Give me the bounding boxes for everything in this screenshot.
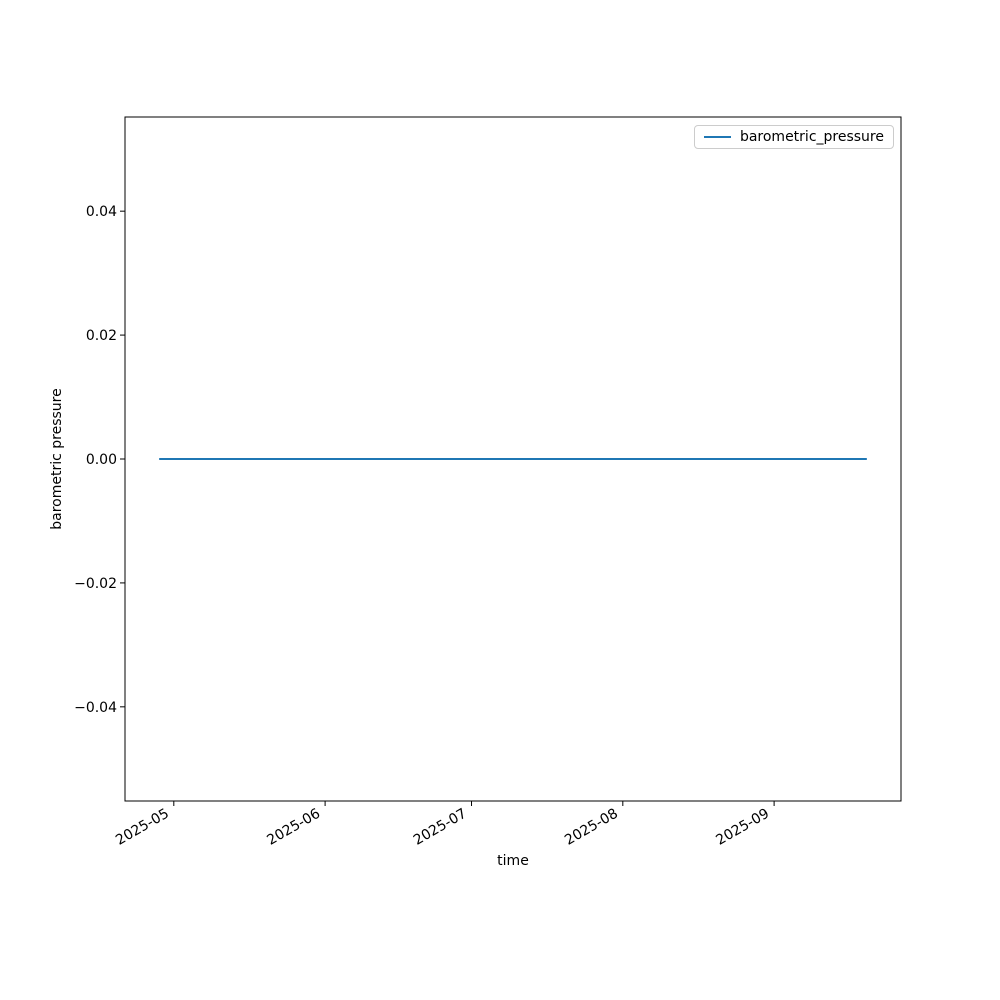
y-tick-label: −0.04 [74, 700, 117, 716]
x-tick-label: 2025-05 [113, 806, 172, 849]
legend-line-swatch [703, 136, 731, 138]
x-tick-label: 2025-09 [713, 806, 772, 849]
y-tick-label: 0.02 [86, 328, 117, 344]
y-tick-label: 0.00 [86, 452, 117, 468]
x-tick-label: 2025-08 [562, 806, 621, 849]
x-axis-label: time [497, 853, 529, 869]
legend: barometric_pressure [693, 125, 894, 149]
x-tick-label: 2025-06 [264, 806, 323, 849]
y-tick-label: −0.02 [74, 576, 117, 592]
legend-label: barometric_pressure [739, 129, 884, 145]
y-tick-label: 0.04 [86, 204, 117, 220]
x-tick-label: 2025-07 [411, 806, 470, 849]
y-axis-label: barometric pressure [49, 388, 65, 530]
